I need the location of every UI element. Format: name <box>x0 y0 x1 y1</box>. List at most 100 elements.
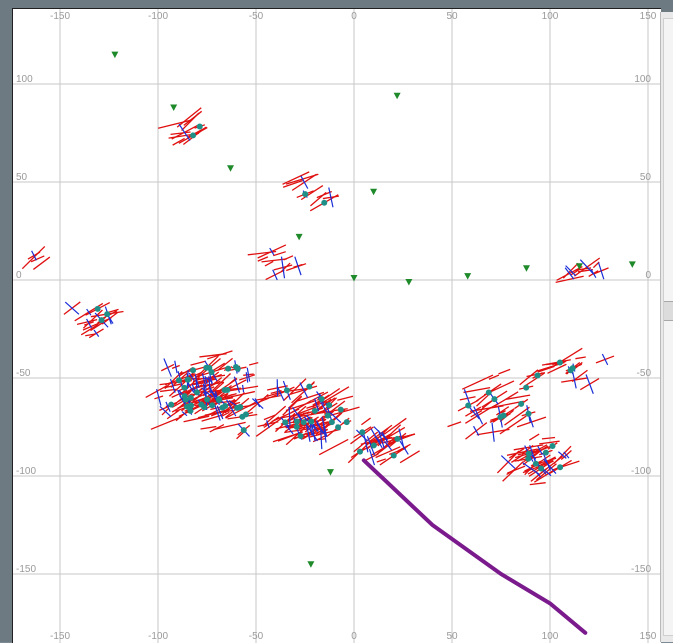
teal-marker <box>550 443 556 449</box>
teal-marker <box>497 414 503 420</box>
x-tick-label-top: 100 <box>542 11 559 22</box>
teal-marker <box>329 419 335 425</box>
teal-marker <box>533 461 539 467</box>
teal-marker <box>184 404 190 410</box>
vertical-scrollbar[interactable] <box>660 12 673 642</box>
teal-marker <box>319 396 325 402</box>
red-segment <box>303 412 311 413</box>
red-segment <box>552 461 579 470</box>
teal-marker <box>99 317 105 323</box>
grid <box>13 9 661 643</box>
blue-segment <box>400 441 408 454</box>
teal-marker <box>308 419 314 425</box>
teal-marker <box>209 369 215 375</box>
y-tick-label-left: 100 <box>16 74 33 85</box>
teal-marker <box>209 402 215 408</box>
teal-marker <box>203 365 209 371</box>
red-segment <box>337 396 353 400</box>
teal-marker <box>570 365 576 371</box>
teal-marker <box>298 433 304 439</box>
x-tick-label-bottom: 100 <box>542 631 559 642</box>
scatter-plot[interactable]: -200-200-150-150-100-100-50-500050501001… <box>13 9 661 643</box>
y-tick-label-left: 50 <box>16 172 28 183</box>
blue-segment <box>273 270 278 280</box>
teal-marker <box>176 377 182 383</box>
teal-marker <box>284 387 290 393</box>
teal-marker <box>190 132 196 138</box>
red-segment <box>462 375 493 389</box>
x-tick-label-bottom: 50 <box>446 631 458 642</box>
plot-panel[interactable]: -200-200-150-150-100-100-50-500050501001… <box>12 8 661 643</box>
blue-segment <box>246 372 247 382</box>
green-triangle-marker <box>629 261 636 268</box>
y-tick-label-left: 0 <box>16 270 22 281</box>
teal-marker <box>306 384 312 390</box>
teal-marker <box>168 402 174 408</box>
x-tick-label-top: 50 <box>446 11 458 22</box>
teal-marker <box>326 402 332 408</box>
red-segment <box>319 439 348 454</box>
teal-marker <box>371 442 377 448</box>
teal-marker <box>302 191 308 197</box>
red-segment <box>556 276 584 282</box>
teal-marker <box>535 372 541 378</box>
red-segment <box>542 437 555 438</box>
teal-marker <box>394 436 400 442</box>
red-segment <box>447 422 461 427</box>
red-segment <box>498 369 510 373</box>
teal-marker <box>95 306 101 312</box>
teal-marker <box>237 404 243 410</box>
green-triangle-marker <box>351 275 358 282</box>
x-tick-label-bottom: 0 <box>351 631 357 642</box>
blue-segment <box>164 358 171 376</box>
y-tick-label-left: -150 <box>16 564 36 575</box>
teal-marker <box>518 401 524 407</box>
y-tick-label-right: -150 <box>631 564 651 575</box>
red-segments <box>22 108 614 485</box>
teal-marker <box>543 450 549 456</box>
scroll-thumb[interactable] <box>664 301 673 321</box>
blue-segment <box>602 354 607 365</box>
y-tick-label-right: 100 <box>634 74 651 85</box>
teal-marker <box>198 401 204 407</box>
green-triangle-marker <box>227 165 234 172</box>
y-tick-label-right: -100 <box>631 466 651 477</box>
y-tick-label-right: -50 <box>637 368 652 379</box>
red-segment <box>249 363 258 365</box>
teal-marker <box>188 395 194 401</box>
red-segment <box>201 427 217 429</box>
teal-marker <box>225 366 231 372</box>
teal-marker <box>282 419 288 425</box>
red-segment <box>262 259 287 262</box>
green-triangle-marker <box>307 561 314 568</box>
teal-marker <box>526 451 532 457</box>
blue-segment <box>243 385 244 392</box>
teal-marker <box>338 407 344 413</box>
purple-track-line <box>364 460 585 632</box>
y-tick-label-left: -100 <box>16 466 36 477</box>
teal-marker <box>325 413 331 419</box>
teal-marker <box>391 453 397 459</box>
red-segment <box>213 422 245 429</box>
teal-marker <box>321 200 327 206</box>
teal-marker <box>491 396 497 402</box>
x-tick-label-top: -100 <box>148 11 168 22</box>
teal-marker <box>312 408 318 414</box>
x-tick-label-top: 0 <box>351 11 357 22</box>
scroll-track[interactable] <box>663 18 673 636</box>
teal-marker <box>185 377 191 383</box>
x-tick-label-bottom: -50 <box>249 631 264 642</box>
teal-marker <box>294 424 300 430</box>
y-tick-label-left: -50 <box>16 368 31 379</box>
teal-marker <box>190 367 196 373</box>
teal-marker <box>243 411 249 417</box>
teal-marker <box>357 449 363 455</box>
green-triangle-marker <box>370 189 377 196</box>
red-segment <box>530 483 546 485</box>
x-tick-label-bottom: -100 <box>148 631 168 642</box>
teal-marker <box>181 385 187 391</box>
purple-track <box>364 460 585 632</box>
teal-marker <box>359 429 365 435</box>
blue-segment <box>474 426 479 435</box>
red-segment <box>265 261 273 265</box>
